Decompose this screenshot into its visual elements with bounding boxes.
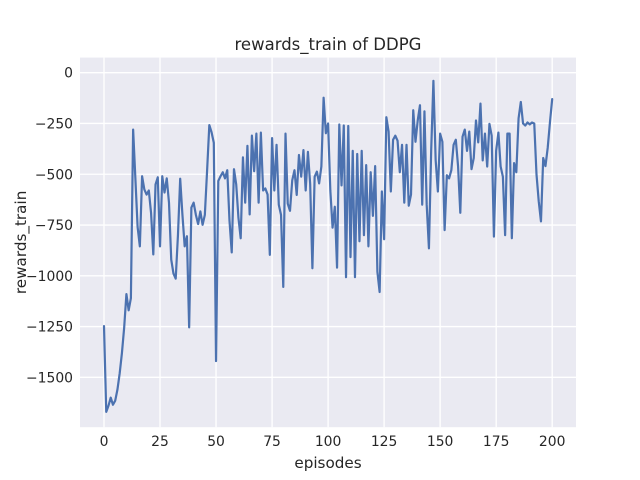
x-tick-labels: 0 25 50 75 100 125 150 175 200: [100, 434, 566, 450]
x-tick-label: 100: [315, 434, 342, 450]
x-tick-label: 200: [539, 434, 566, 450]
data-line-rewards_train: [102, 79, 554, 413]
y-tick-label: 0: [64, 66, 73, 82]
y-tick-label: −750: [35, 218, 73, 234]
x-tick-label: 175: [483, 434, 510, 450]
x-tick-label: 125: [371, 434, 398, 450]
x-tick-label: 50: [207, 434, 225, 450]
y-tick-labels: 0 −250 −500 −750 −1000 −1250 −1500: [26, 66, 73, 387]
y-tick-label: −1250: [26, 320, 73, 336]
x-axis-label: episodes: [294, 454, 361, 472]
series-lines: [102, 79, 554, 413]
y-tick-label: −250: [35, 116, 73, 132]
y-tick-label: −1000: [26, 269, 73, 285]
x-tick-label: 150: [427, 434, 454, 450]
y-tick-label: −500: [35, 167, 73, 183]
x-tick-label: 75: [263, 434, 281, 450]
y-tick-label: −1500: [26, 370, 73, 386]
x-tick-label: 0: [100, 434, 109, 450]
x-tick-label: 25: [151, 434, 169, 450]
y-axis-label: rewards_train: [12, 191, 31, 294]
chart-title: rewards_train of DDPG: [235, 35, 422, 55]
